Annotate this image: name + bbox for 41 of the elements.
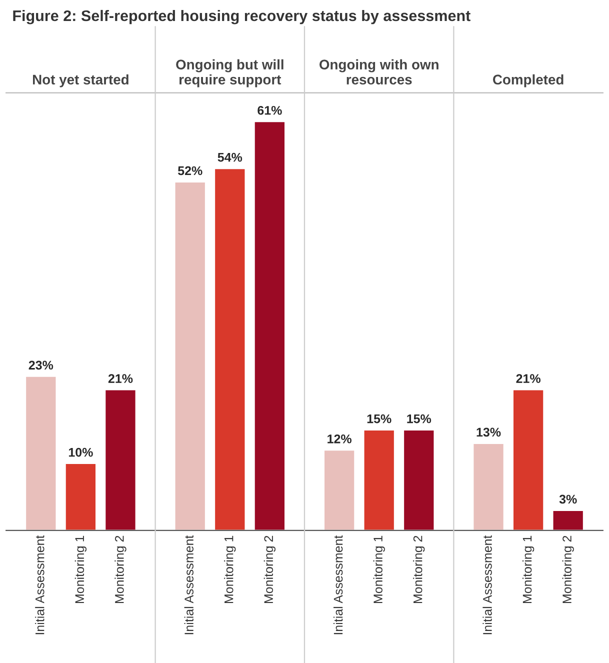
bar	[552, 510, 584, 530]
data-label: 12%	[328, 434, 352, 444]
text: Initial Assessment	[333, 535, 343, 634]
bar	[24, 376, 58, 530]
text: Monitoring 2	[413, 536, 425, 604]
data-label: 15%	[407, 414, 432, 424]
chart-title: Figure 2: Self-reported housing recovery status by assessment	[13, 10, 470, 24]
text: Initial Assessment	[482, 535, 492, 634]
text: Monitoring 1	[74, 536, 87, 604]
x-tick-label: Completed	[493, 74, 564, 88]
bar	[362, 429, 396, 530]
bar	[64, 462, 97, 530]
data-label: 23%	[28, 360, 54, 370]
text: Monitoring 1	[522, 536, 534, 604]
x-tick-label: Ongoing with own resources	[320, 59, 438, 85]
bar	[214, 168, 246, 530]
data-label: 3%	[559, 494, 577, 504]
data-label: 61%	[258, 106, 282, 115]
x-tick-label: Ongoing but will require support	[176, 59, 284, 88]
data-label: 13%	[476, 428, 501, 437]
bar	[174, 181, 206, 530]
data-label: 21%	[108, 374, 133, 383]
data-label: 21%	[516, 374, 540, 383]
text: Monitoring 2	[562, 536, 574, 604]
data-label: 52%	[178, 166, 202, 176]
text: Monitoring 2	[114, 536, 126, 604]
data-label: 15%	[367, 414, 392, 424]
bar	[472, 442, 505, 530]
bar	[402, 429, 436, 530]
text: Monitoring 1	[224, 536, 236, 604]
bar	[253, 120, 286, 530]
x-tick-label: Not yet started	[33, 74, 128, 88]
text: Initial Assessment	[184, 535, 194, 634]
text: Initial Assessment	[35, 535, 44, 634]
text: Monitoring 1	[373, 536, 385, 604]
data-label: 10%	[68, 448, 93, 457]
bar	[323, 449, 356, 530]
data-label: 54%	[218, 152, 242, 162]
text: Monitoring 2	[264, 536, 276, 604]
bar	[512, 388, 545, 530]
bar	[104, 388, 137, 530]
